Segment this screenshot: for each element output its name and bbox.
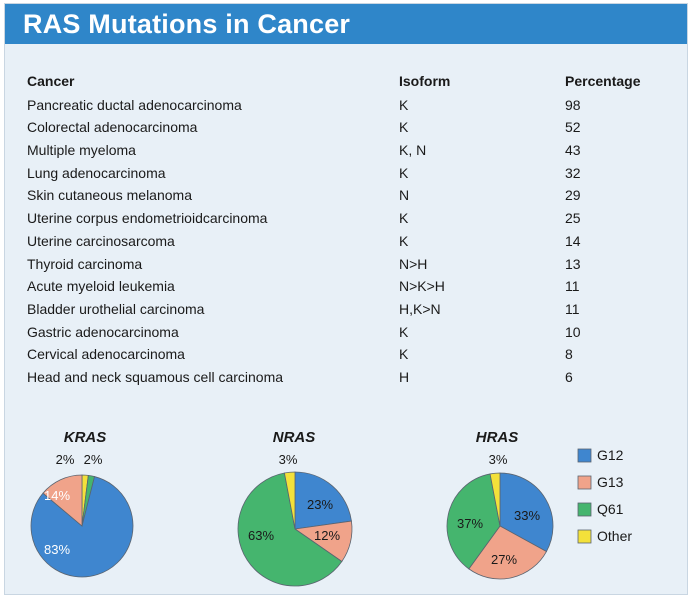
isoform-cell: K, N xyxy=(399,142,427,159)
ras-mutations-panel: RAS Mutations in Cancer Cancer Isoform P… xyxy=(4,3,688,595)
percentage-cell: 14 xyxy=(565,232,581,249)
pie-slice-other xyxy=(283,471,296,530)
percentage-cell: 11 xyxy=(565,278,580,295)
table-row: Acute myeloid leukemia N>K>H 11 xyxy=(27,275,677,298)
table-header-row: Cancer Isoform Percentage xyxy=(27,70,677,93)
isoform-cell: N>H xyxy=(399,255,428,272)
nras-pie: NRAS 23% 12% 63% 3% xyxy=(237,429,353,587)
pie-label: 12% xyxy=(314,528,340,543)
cancer-cell: Multiple myeloma xyxy=(27,142,136,159)
pie-label: 83% xyxy=(44,542,70,557)
percentage-cell: 32 xyxy=(565,164,581,181)
isoform-cell: N xyxy=(399,187,410,204)
pie-slice-g12 xyxy=(499,472,554,553)
percentage-cell: 10 xyxy=(565,323,581,340)
pie-title: NRAS xyxy=(273,429,316,446)
kras-pie: KRAS 83% 14% 2% 2% xyxy=(30,429,134,578)
pie-slice-g12 xyxy=(294,471,352,530)
pie-label: 3% xyxy=(489,452,508,467)
header-percentage: Percentage xyxy=(565,73,641,89)
isoform-cell: K xyxy=(399,164,409,181)
percentage-cell: 29 xyxy=(565,187,581,204)
pie-label: 2% xyxy=(56,452,75,467)
pie-label: 3% xyxy=(279,452,298,467)
legend: G12 G13 Q61 Other xyxy=(577,447,632,544)
percentage-cell: 52 xyxy=(565,119,581,136)
percentage-cell: 13 xyxy=(565,255,581,272)
cancer-cell: Lung adenocarcinoma xyxy=(27,164,166,181)
legend-swatch-g12 xyxy=(577,448,592,463)
table-row: Gastric adenocarcinoma K 10 xyxy=(27,321,677,344)
pie-slice-other xyxy=(489,472,501,527)
cancer-cell: Skin cutaneous melanoma xyxy=(27,187,192,204)
page-title: RAS Mutations in Cancer xyxy=(23,9,351,39)
cancer-cell: Uterine carcinosarcoma xyxy=(27,232,175,249)
cancer-cell: Cervical adenocarcinoma xyxy=(27,346,185,363)
legend-label: Other xyxy=(597,528,632,544)
pie-label: 27% xyxy=(491,552,517,567)
isoform-cell: K xyxy=(399,232,409,249)
header-isoform: Isoform xyxy=(399,73,451,89)
pie-label: 23% xyxy=(307,497,333,512)
table-row: Uterine carcinosarcoma K 14 xyxy=(27,230,677,253)
isoform-cell: K xyxy=(399,323,409,340)
table-row: Lung adenocarcinoma K 32 xyxy=(27,162,677,185)
percentage-cell: 6 xyxy=(565,368,573,385)
header-cancer: Cancer xyxy=(27,73,75,89)
cancer-cell: Gastric adenocarcinoma xyxy=(27,323,179,340)
legend-swatch-g13 xyxy=(577,475,592,490)
pie-title: HRAS xyxy=(476,429,519,446)
isoform-cell: N>K>H xyxy=(399,278,445,295)
pie-charts: KRAS 83% 14% 2% 2% NRAS 23% 12% 63% 3% HRAS 33% 27% 3… xyxy=(30,429,632,587)
cancer-cell: Bladder urothelial carcinoma xyxy=(27,300,205,317)
isoform-cell: H xyxy=(399,368,410,385)
title-bar: RAS Mutations in Cancer xyxy=(5,4,687,44)
cancer-cell: Head and neck squamous cell carcinoma xyxy=(27,368,284,385)
pie-slice-g12 xyxy=(30,476,134,578)
pie-label: 37% xyxy=(457,516,483,531)
legend-label: G13 xyxy=(597,474,624,490)
table-row: Bladder urothelial carcinoma H,K>N 11 xyxy=(27,298,677,321)
pie-label: 14% xyxy=(44,488,70,503)
table-row: Uterine corpus endometrioidcarcinoma K 25 xyxy=(27,207,677,230)
percentage-cell: 98 xyxy=(565,96,581,113)
cancer-cell: Colorectal adenocarcinoma xyxy=(27,119,198,136)
legend-label: Q61 xyxy=(597,501,624,517)
table-row: Colorectal adenocarcinoma K 52 xyxy=(27,116,677,139)
table-row: Thyroid carcinoma N>H 13 xyxy=(27,253,677,276)
pie-title: KRAS xyxy=(64,429,107,446)
isoform-cell: K xyxy=(399,346,409,363)
pie-label: 2% xyxy=(84,452,103,467)
legend-label: G12 xyxy=(597,447,624,463)
cancer-cell: Acute myeloid leukemia xyxy=(27,278,175,295)
table-row: Head and neck squamous cell carcinoma H 6 xyxy=(27,366,677,389)
hras-pie: HRAS 33% 27% 37% 3% xyxy=(446,429,554,580)
pie-slice-g13 xyxy=(42,474,83,527)
pie-slice-q61 xyxy=(446,473,501,570)
pie-label: 33% xyxy=(514,508,540,523)
percentage-cell: 25 xyxy=(565,210,581,227)
pie-slice-q61 xyxy=(237,472,343,587)
percentage-cell: 11 xyxy=(565,300,580,317)
cancer-cell: Thyroid carcinoma xyxy=(27,255,143,272)
isoform-cell: K xyxy=(399,119,409,136)
isoform-cell: K xyxy=(399,96,409,113)
pie-label: 63% xyxy=(248,528,274,543)
table-row: Multiple myeloma K, N 43 xyxy=(27,139,677,162)
pie-slice-g13 xyxy=(468,525,547,580)
percentage-cell: 43 xyxy=(565,142,581,159)
isoform-cell: K xyxy=(399,210,409,227)
legend-swatch-q61 xyxy=(577,502,592,517)
table-row: Skin cutaneous melanoma N 29 xyxy=(27,184,677,207)
table-row: Cervical adenocarcinoma K 8 xyxy=(27,343,677,366)
percentage-cell: 8 xyxy=(565,346,573,363)
cancer-cell: Uterine corpus endometrioidcarcinoma xyxy=(27,210,268,227)
cancer-cell: Pancreatic ductal adenocarcinoma xyxy=(27,96,242,113)
legend-swatch-other xyxy=(577,529,592,544)
mutation-table: Cancer Isoform Percentage Pancreatic duc… xyxy=(27,70,677,389)
table-row: Pancreatic ductal adenocarcinoma K 98 xyxy=(27,94,677,117)
isoform-cell: H,K>N xyxy=(399,300,441,317)
table-body: Pancreatic ductal adenocarcinoma K 98 Color… xyxy=(27,94,677,389)
